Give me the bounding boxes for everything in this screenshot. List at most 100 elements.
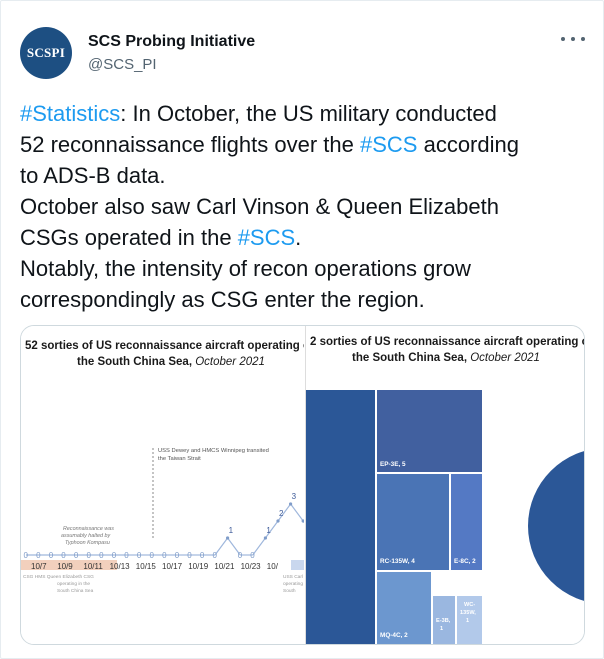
data-point: 0: [36, 551, 41, 560]
tweet-line: correspondingly as CSG enter the region.: [20, 284, 590, 315]
tweet-text-segment: : In October, the US military conducted: [120, 101, 497, 126]
tweet-text-segment: CSGs operated in the: [20, 225, 238, 250]
data-point: 0: [213, 551, 218, 560]
data-point: 0: [175, 551, 180, 560]
hashtag-link[interactable]: #Statistics: [20, 101, 121, 126]
data-point: 0: [137, 551, 142, 560]
series-segment: [302, 520, 304, 524]
x-tick-label: 10/9: [57, 562, 73, 571]
x-tick-label: 10/7: [31, 562, 47, 571]
data-label: 2: [279, 509, 284, 518]
left-chart-title-line1: 52 sorties of US reconnaissance aircraft…: [25, 340, 304, 352]
data-point: 0: [162, 551, 167, 560]
treemap-label: 1: [440, 626, 443, 632]
treemap-block: [306, 390, 375, 644]
data-point: 0: [49, 551, 54, 560]
tweet-text-segment: Notably, the intensity of recon operatio…: [20, 256, 471, 281]
treemap-cell: [433, 596, 455, 644]
x-tick-label: 10/21: [214, 562, 235, 571]
data-point: 0: [150, 551, 155, 560]
annotation-text: South: [283, 588, 296, 594]
data-point: [276, 519, 280, 523]
data-point: 0: [238, 551, 243, 560]
annotation-text: the Taiwan Strait: [158, 456, 201, 462]
tweet-text: #Statistics: In October, the US military…: [20, 98, 590, 315]
range-band: [21, 560, 117, 570]
avatar[interactable]: SCSPI: [20, 27, 72, 79]
treemap-label: MQ-4C, 2: [380, 632, 408, 639]
treemap-label: E-3B,: [436, 618, 451, 624]
tweet-text-segment: according: [417, 132, 519, 157]
series-segment: [290, 503, 304, 522]
treemap-svg: EP-3E, 5 RC-135W, 4 E-8C, 2 MQ-4C, 2 E-3B, 1 W…: [306, 390, 584, 644]
data-point: [301, 519, 304, 523]
tweet-text-segment: correspondingly as CSG enter the region.: [20, 287, 425, 312]
tweet-line: Notably, the intensity of recon operatio…: [20, 253, 590, 284]
data-point: 0: [24, 551, 29, 560]
series-segment: [277, 503, 292, 522]
annotation-text: USS Carl: [283, 574, 303, 580]
x-tick-label: 10/11: [83, 562, 103, 571]
data-point: 0: [74, 551, 79, 560]
treemap-cell: [451, 474, 482, 570]
line-chart-image[interactable]: 52 sorties of US reconnaissance aircraft…: [21, 326, 304, 644]
data-point: 0: [99, 551, 104, 560]
treemap-circle: [528, 451, 584, 601]
media-grid[interactable]: 52 sorties of US reconnaissance aircraft…: [20, 325, 585, 645]
annotation-text: Typhoon Kompasu: [65, 540, 110, 546]
tweet-text-segment: .: [295, 225, 302, 250]
account-handle[interactable]: @SCS_PI: [88, 56, 157, 73]
treemap-image[interactable]: 2 sorties of US reconnaissance aircraft …: [305, 326, 585, 644]
data-point: 0: [112, 551, 117, 560]
x-tick-label: 10/: [267, 562, 279, 571]
annotation-text: operating in the: [57, 581, 90, 587]
tweet-line: CSGs operated in the #SCS.: [20, 222, 590, 253]
tweet-text-segment: October also saw Carl Vinson & Queen Eli…: [20, 194, 499, 219]
right-chart-title-line1: 2 sorties of US reconnaissance aircraft …: [310, 336, 585, 348]
tweet-text-segment: to ADS-B data.: [20, 163, 166, 188]
tweet-line: 52 reconnaissance flights over the #SCS …: [20, 129, 590, 160]
avatar-text: SCSPI: [26, 45, 66, 60]
tweet-line: to ADS-B data.: [20, 160, 590, 191]
x-tick-label: 10/23: [241, 562, 262, 571]
series-segment: [252, 537, 266, 556]
data-point: [263, 536, 267, 540]
data-label: 3: [292, 492, 297, 501]
annotation-text: assumably halted by: [61, 533, 110, 539]
data-point: 0: [61, 551, 66, 560]
right-chart-title-line2: the South China Sea, October 2021: [352, 352, 540, 364]
treemap-label: RC-135W, 4: [380, 558, 415, 565]
treemap-label: EP-3E, 5: [380, 461, 406, 468]
treemap-cell: [377, 474, 449, 570]
data-point: 0: [187, 551, 192, 560]
line-chart-svg: USS Dewey and HMCS Winnipeg transited the…: [21, 448, 304, 594]
x-tick-label: 10/17: [162, 562, 183, 571]
data-point: [226, 536, 230, 540]
hashtag-link[interactable]: #SCS: [359, 132, 418, 157]
tweet-line: #Statistics: In October, the US military…: [20, 98, 590, 129]
data-point: 0: [124, 551, 129, 560]
treemap-label: 135W,: [460, 610, 476, 616]
annotation-text: South China Sea: [57, 588, 94, 594]
x-tick-label: 10/19: [188, 562, 209, 571]
annotation-text: USS Dewey and HMCS Winnipeg transited: [158, 448, 269, 454]
account-name[interactable]: SCS Probing Initiative: [88, 33, 256, 50]
left-chart-title-line2: the South China Sea, October 2021: [77, 356, 265, 368]
data-point: [289, 502, 293, 506]
tweet-text-segment: 52 reconnaissance flights over the: [20, 132, 360, 157]
series-segment: [214, 537, 229, 556]
more-options-icon[interactable]: [561, 31, 585, 47]
data-label: 1: [229, 526, 234, 535]
series-segment: [227, 537, 241, 556]
x-tick-label: 10/15: [136, 562, 157, 571]
hashtag-link[interactable]: #SCS: [237, 225, 296, 250]
treemap-cell: [457, 596, 482, 644]
annotation-text: CSG HMS Queen Elizabeth CSG: [23, 574, 94, 580]
data-point: 0: [87, 551, 92, 560]
x-tick-label: 10/13: [110, 562, 131, 571]
series-segment: [264, 520, 279, 539]
treemap-cell: [377, 572, 431, 644]
treemap-label: 1: [466, 618, 469, 624]
data-label: 1: [266, 526, 271, 535]
